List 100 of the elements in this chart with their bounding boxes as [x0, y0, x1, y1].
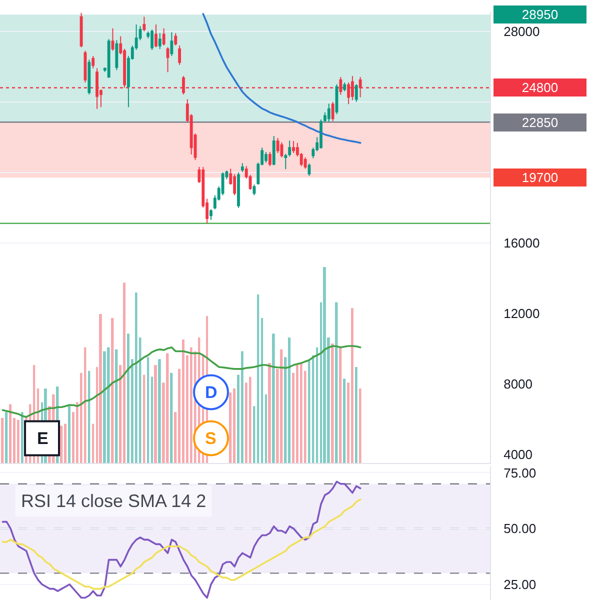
- bar: [268, 363, 271, 463]
- bar: [355, 366, 358, 463]
- candlestick: [166, 46, 170, 73]
- y-tick-label: 12000: [504, 306, 540, 321]
- candlestick: [154, 24, 158, 48]
- candlestick: [237, 172, 240, 208]
- bar: [170, 372, 173, 463]
- y-tick-label: 25.00: [504, 576, 536, 592]
- bar: [296, 365, 298, 463]
- candlestick: [343, 82, 346, 92]
- bar: [288, 338, 291, 463]
- bar: [261, 318, 264, 463]
- bar: [316, 347, 318, 463]
- bar: [280, 349, 283, 463]
- candlestick: [150, 29, 154, 50]
- candlestick: [284, 153, 288, 170]
- bar: [339, 347, 342, 463]
- y-tick-label: 8000: [504, 376, 533, 392]
- bar: [103, 351, 106, 463]
- annotation: D: [205, 383, 218, 402]
- bar: [60, 426, 63, 463]
- bar: [9, 404, 12, 463]
- candlestick: [292, 140, 295, 154]
- bar: [249, 376, 252, 463]
- bar: [123, 282, 126, 463]
- bar: [115, 349, 118, 463]
- ref-line-label: 24800: [522, 80, 558, 95]
- y-tick-label: 4000: [504, 446, 533, 462]
- candlestick: [111, 28, 114, 52]
- bar: [154, 365, 157, 463]
- line-series: [202, 13, 362, 144]
- bar: [257, 294, 260, 463]
- bar: [308, 361, 310, 463]
- bar: [147, 357, 150, 463]
- candlestick: [320, 118, 322, 150]
- candlestick: [80, 12, 83, 48]
- bar: [92, 424, 94, 463]
- candlestick: [276, 137, 280, 154]
- candlestick: [354, 84, 358, 102]
- bar: [127, 334, 130, 463]
- candlestick: [264, 152, 268, 164]
- y-tick-label: 16000: [504, 235, 540, 250]
- candlestick: [210, 208, 212, 220]
- candlestick: [92, 56, 95, 69]
- y-tick-label: 75.00: [504, 465, 536, 480]
- bar: [17, 420, 20, 463]
- bar: [143, 374, 146, 463]
- bar: [64, 424, 67, 463]
- bar: [300, 363, 302, 463]
- bar: [99, 314, 102, 463]
- bar: [253, 406, 256, 463]
- bar: [135, 292, 138, 463]
- y-tick-label: 28000: [504, 24, 540, 39]
- ref-line-label: 22850: [522, 115, 558, 130]
- bar: [166, 353, 169, 463]
- bar: [182, 340, 184, 463]
- bar: [158, 359, 161, 463]
- bar: [233, 388, 236, 463]
- candlestick: [272, 136, 276, 166]
- annotation: E: [37, 429, 48, 448]
- bar: [351, 308, 354, 463]
- candlestick: [158, 32, 162, 50]
- candlestick: [174, 32, 178, 46]
- candlestick: [115, 40, 118, 71]
- bar: [312, 355, 314, 463]
- bar: [331, 343, 334, 463]
- candlestick: [304, 156, 307, 170]
- bar: [343, 378, 346, 463]
- candlestick: [162, 28, 166, 46]
- bar: [359, 388, 362, 463]
- candlestick: [88, 59, 91, 95]
- bar: [323, 267, 326, 463]
- candlestick: [107, 38, 110, 78]
- candlestick: [268, 152, 272, 167]
- bar: [1, 418, 4, 463]
- bar: [265, 394, 267, 463]
- text: RSI 14 close SMA 14 2: [21, 491, 206, 511]
- candlestick: [142, 16, 146, 32]
- candlestick: [288, 140, 292, 157]
- bar: [241, 351, 244, 463]
- bar: [21, 412, 24, 463]
- band-label: 28950: [522, 7, 558, 22]
- bar: [5, 412, 8, 463]
- bar: [111, 318, 114, 463]
- annotation: S: [205, 429, 216, 448]
- bar: [88, 370, 90, 463]
- bar: [229, 392, 232, 463]
- bar: [68, 406, 70, 463]
- bar: [107, 347, 110, 463]
- line-series: [2, 480, 362, 599]
- candlestick: [331, 101, 334, 122]
- band-label: 19700: [522, 170, 558, 185]
- bar: [151, 376, 154, 463]
- bar: [335, 302, 338, 463]
- bar: [272, 334, 275, 463]
- y-tick-label: 50.00: [504, 521, 536, 536]
- bar: [190, 347, 192, 463]
- candlestick: [327, 103, 330, 123]
- candlestick: [170, 32, 174, 57]
- candlestick: [252, 184, 256, 196]
